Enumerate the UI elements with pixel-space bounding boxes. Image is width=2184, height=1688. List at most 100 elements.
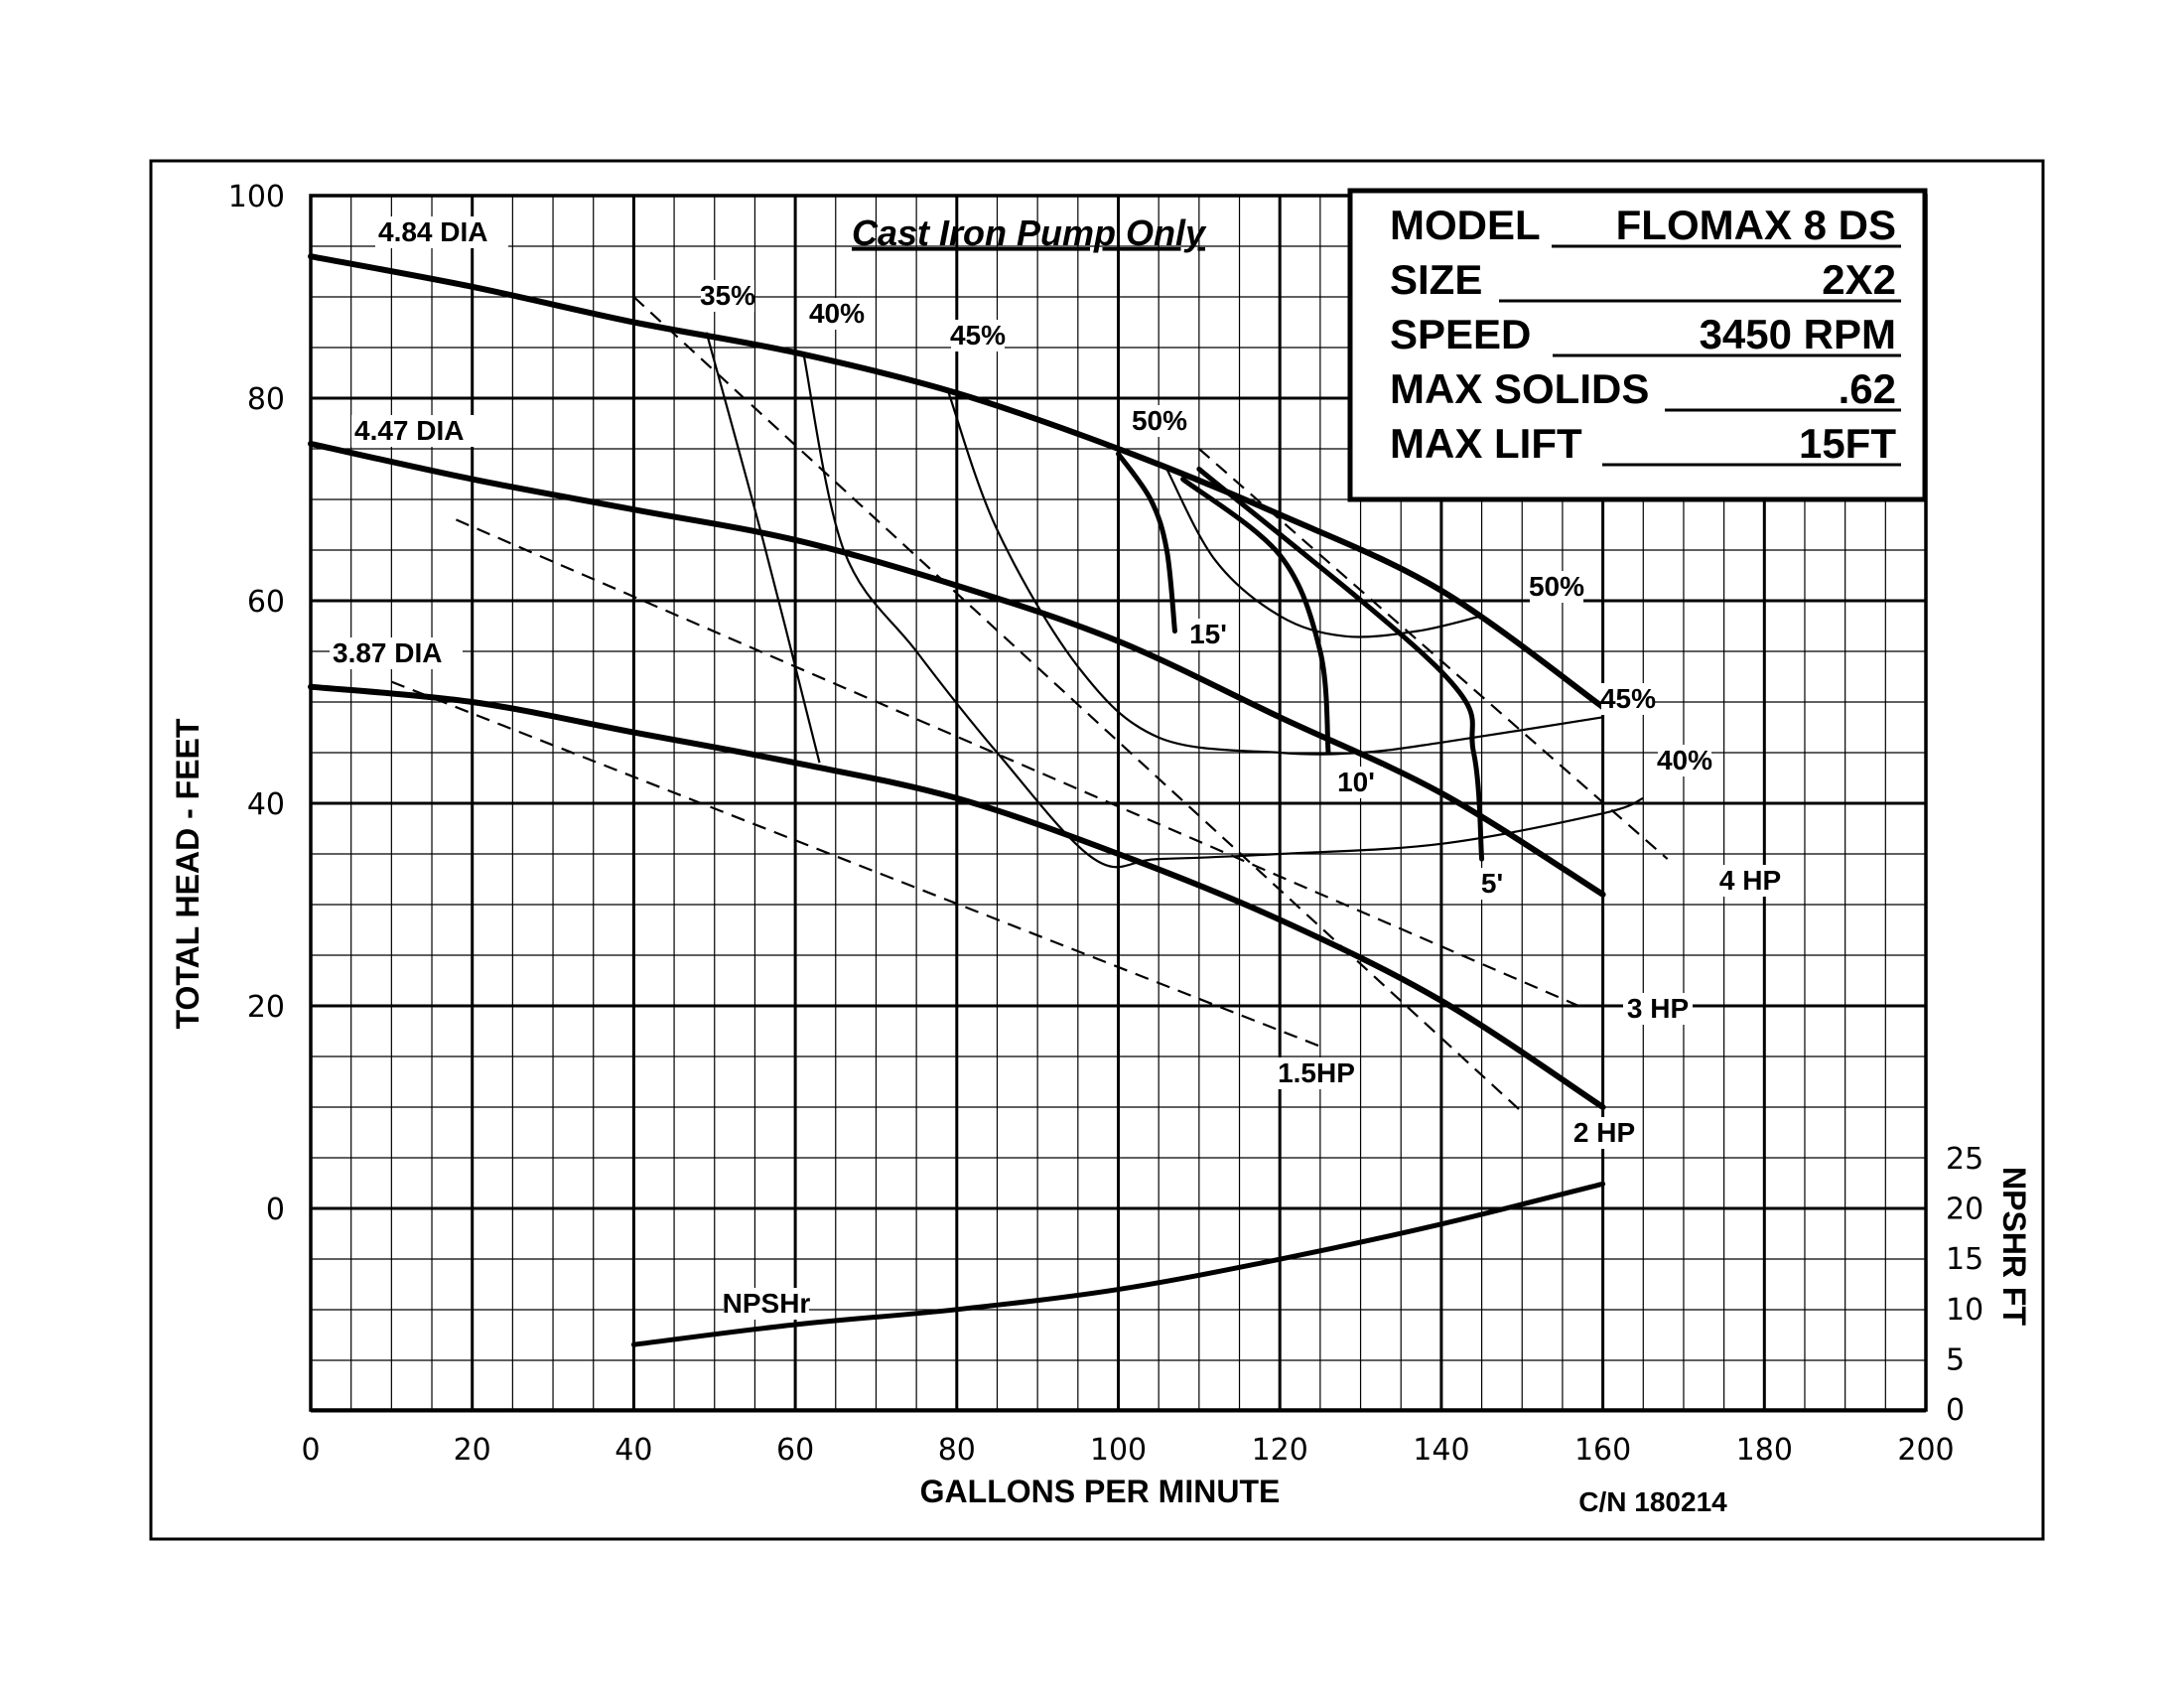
y2-tick-label: 20: [1946, 1193, 1983, 1227]
efficiency-curve: [1165, 468, 1482, 638]
label-background: [375, 216, 508, 248]
x-tick-label: 20: [454, 1433, 491, 1468]
label-background: [1530, 571, 1583, 603]
y2-tick-label: 10: [1946, 1293, 1983, 1328]
efficiency-label: 45%: [950, 320, 1006, 352]
x-tick-label: 160: [1574, 1433, 1631, 1468]
hp-line: [632, 296, 1523, 1113]
y-tick-label: 20: [247, 990, 285, 1025]
npshr-label: NPSHr: [723, 1288, 811, 1320]
y-tick-label: 0: [266, 1193, 285, 1227]
x-tick-label: 0: [301, 1433, 320, 1468]
curve-labels: 4.84 DIA 4.47 DIA 3.87 DIA 35% 40% 45% 50% 50% 4…: [330, 216, 1785, 1320]
efficiency-label: 40%: [1657, 745, 1712, 776]
info-label: MODEL: [1390, 202, 1541, 248]
info-box: MODEL FLOMAX 8 DS SIZE 2X2 SPEED 3450 RPM MAX …: [1347, 188, 1928, 502]
diameter-label: 4.47 DIA: [351, 415, 484, 447]
x-tick-label: 40: [614, 1433, 652, 1468]
info-label: MAX SOLIDS: [1390, 365, 1649, 412]
label-text: 2 HP: [1573, 1117, 1635, 1148]
efficiency-curve: [947, 392, 1603, 756]
info-box-border: [1347, 188, 1928, 502]
efficiency-curve: [705, 332, 821, 764]
info-row: SPEED 3450 RPM: [1390, 311, 1901, 357]
npshr-curve: [630, 1181, 1606, 1347]
info-row: MAX SOLIDS .62: [1390, 365, 1901, 412]
x-tick-label: 200: [1897, 1433, 1954, 1468]
info-label: SPEED: [1390, 311, 1531, 357]
hp-label: 4 HP: [1715, 865, 1785, 897]
chart-title: Cast Iron Pump Only: [852, 212, 1207, 253]
label-background: [1473, 868, 1511, 900]
label-text: 3 HP: [1627, 993, 1689, 1024]
lift-label: 5': [1473, 868, 1511, 900]
label-background: [1133, 405, 1186, 437]
x-tick-label: 180: [1736, 1433, 1793, 1468]
info-value: 2X2: [1822, 256, 1896, 303]
hp-line: [455, 518, 1579, 1008]
info-value: 3450 RPM: [1700, 311, 1896, 357]
label-text: 1.5HP: [1278, 1057, 1355, 1088]
hp-label: 2 HP: [1570, 1117, 1639, 1149]
lift-curve: [1196, 466, 1485, 862]
label-text: 50%: [1132, 405, 1187, 436]
label-text: 50%: [1529, 571, 1584, 602]
label-text: 45%: [1600, 683, 1656, 714]
label-background: [1181, 619, 1235, 650]
info-value: FLOMAX 8 DS: [1616, 202, 1896, 248]
efficiency-label: 50%: [1529, 571, 1584, 603]
y2-tick-label: 25: [1946, 1142, 1983, 1177]
diameter-curve: [308, 253, 1606, 711]
y2-tick-label: 15: [1946, 1242, 1983, 1277]
label-text: 4 HP: [1719, 865, 1781, 896]
curves: [308, 253, 1669, 1347]
y-tick-label: 80: [247, 382, 285, 417]
hp-line: [1198, 448, 1669, 860]
info-value: 15FT: [1799, 420, 1896, 467]
label-background: [810, 298, 864, 330]
label-background: [1623, 993, 1693, 1025]
efficiency-label: 45%: [1600, 683, 1656, 715]
info-row: MODEL FLOMAX 8 DS: [1390, 202, 1901, 248]
lift-label: 10': [1329, 767, 1383, 798]
label-background: [701, 280, 754, 312]
x-tick-label: 60: [776, 1433, 814, 1468]
diameter-curve: [308, 683, 1606, 1110]
efficiency-label: 40%: [809, 298, 865, 330]
x-tick-label: 100: [1090, 1433, 1147, 1468]
x-tick-label: 120: [1252, 1433, 1308, 1468]
x-tick-label: 80: [938, 1433, 976, 1468]
label-text: NPSHr: [723, 1288, 811, 1319]
label-text: 40%: [1657, 745, 1712, 775]
label-text: 3.87 DIA: [333, 637, 443, 668]
label-background: [1329, 767, 1383, 798]
info-label: SIZE: [1390, 256, 1482, 303]
catalog-number: C/N 180214: [1578, 1486, 1727, 1517]
efficiency-label: 35%: [700, 280, 755, 312]
label-text: 10': [1337, 767, 1375, 797]
lift-label: 15': [1181, 619, 1235, 650]
label-text: 35%: [700, 280, 755, 311]
label-background: [351, 415, 484, 447]
label-background: [1601, 683, 1655, 715]
label-text: 40%: [809, 298, 865, 329]
hp-line: [390, 680, 1321, 1048]
outer-frame: [149, 159, 2045, 1541]
label-text: 45%: [950, 320, 1006, 351]
x-axis-title: GALLONS PER MINUTE: [920, 1474, 1281, 1509]
plot-border: [309, 194, 1928, 1412]
diameter-label: 4.84 DIA: [375, 216, 508, 248]
lift-curve: [1180, 477, 1331, 756]
y-tick-label: 100: [228, 180, 285, 214]
hp-label: 1.5HP: [1274, 1057, 1359, 1089]
y2-tick-label: 5: [1946, 1342, 1965, 1377]
info-row: MAX LIFT 15FT: [1390, 420, 1901, 467]
diameter-curve: [308, 440, 1606, 898]
y-tick-label: 60: [247, 585, 285, 620]
info-row: SIZE 2X2: [1390, 256, 1901, 303]
efficiency-label: 50%: [1132, 405, 1187, 437]
label-background: [724, 1288, 809, 1320]
y2-tick-label: 0: [1946, 1393, 1965, 1428]
label-text: 4.84 DIA: [378, 216, 488, 247]
